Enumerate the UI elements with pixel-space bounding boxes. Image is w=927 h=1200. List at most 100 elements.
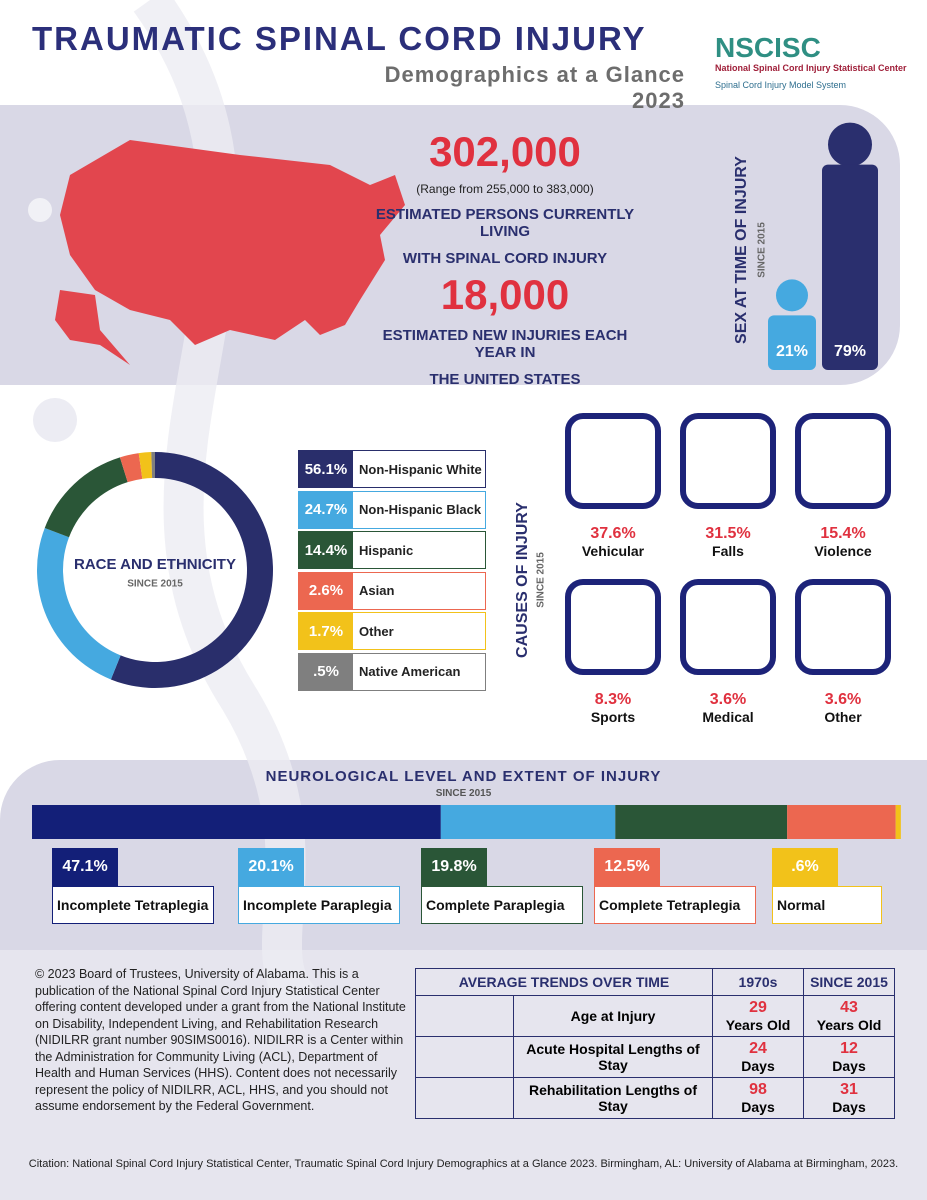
row-label: Age at Injury — [513, 995, 713, 1037]
value: 29 — [749, 999, 767, 1016]
unit: Days — [741, 1099, 775, 1115]
trends-table: AVERAGE TRENDS OVER TIME 1970s SINCE 2015 A… — [415, 968, 895, 1119]
legend-value: 14.4% — [299, 532, 353, 568]
row-label: Rehabilitation Lengths of Stay — [513, 1077, 713, 1119]
sex-label: 79% — [834, 343, 866, 360]
legend-label: Other — [359, 623, 394, 639]
neuro-segment — [787, 805, 896, 839]
value: 24 — [749, 1040, 767, 1057]
cause-value: 8.3% — [594, 691, 632, 708]
copyright: © 2023 Board of Trustees, University of … — [35, 967, 406, 1113]
neuro-item: 20.1% Incomplete Paraplegia — [238, 848, 400, 924]
donut-slice — [138, 452, 153, 479]
race-subtitle: SINCE 2015 — [127, 579, 183, 590]
cause-label: Vehicular — [581, 543, 645, 559]
value: 98 — [749, 1081, 767, 1098]
neuro-bar — [32, 805, 901, 839]
neuro-segment — [895, 805, 901, 839]
label: THE UNITED STATES — [429, 371, 581, 388]
neuro-label: Normal — [772, 886, 882, 924]
citation: Citation: National Spinal Cord Injury St… — [28, 1158, 899, 1170]
cause-label: Sports — [590, 709, 636, 725]
neuro-label: Incomplete Tetraplegia — [52, 886, 214, 924]
neuro-value: 47.1% — [52, 848, 118, 886]
neuro-label: Complete Tetraplegia — [594, 886, 756, 924]
cause: 3.6% Other — [788, 691, 898, 725]
causes-heading: CAUSES OF INJURY SINCE 2015 — [514, 502, 547, 658]
sex-title: SEX AT TIME OF INJURY — [733, 156, 750, 344]
value: 31 — [840, 1081, 858, 1098]
cause-value: 3.6% — [824, 691, 862, 708]
legend-item: .5% Native American — [298, 652, 486, 691]
row-icon — [415, 1036, 514, 1078]
label: ESTIMATED PERSONS CURRENTLY LIVING — [375, 206, 635, 240]
title: TRAUMATIC SPINAL CORD INJURY — [32, 20, 647, 57]
table-row: Rehabilitation Lengths of Stay 98 Days 31 Da… — [415, 1077, 895, 1119]
cause-icon — [680, 413, 776, 509]
value-cell: 29 Years Old — [712, 995, 804, 1037]
neuro-subtitle: SINCE 2015 — [435, 788, 492, 799]
label: WITH SPINAL CORD INJURY — [402, 250, 608, 267]
cause-label: Violence — [814, 543, 872, 559]
unit: Days — [741, 1058, 775, 1074]
legend-item: 56.1% Non-Hispanic White — [298, 450, 486, 488]
neuro-item: .6% Normal — [772, 848, 882, 924]
neuro-label: Incomplete Paraplegia — [238, 886, 400, 924]
value-cell: 31 Days — [803, 1077, 895, 1119]
legend-label: Hispanic — [359, 542, 414, 558]
cause-icon — [795, 579, 891, 675]
unit: Years Old — [725, 1017, 791, 1033]
neuro-value: 20.1% — [238, 848, 304, 886]
cause-value: 37.6% — [590, 525, 636, 542]
logo-tagline: Spinal Cord Injury Model System — [715, 80, 847, 90]
legend-item: 1.7% Other — [298, 612, 486, 650]
header-cell: AVERAGE TRENDS OVER TIME — [415, 968, 713, 996]
figure-head — [776, 279, 808, 312]
race-chart: RACE AND ETHNICITY SINCE 2015 — [36, 452, 274, 688]
neuro-value: .6% — [772, 848, 838, 886]
donut-slice — [36, 527, 121, 680]
donut-slice — [110, 452, 274, 688]
neuro-item: 12.5% Complete Tetraplegia — [594, 848, 756, 924]
neuro-value: 12.5% — [594, 848, 660, 886]
table-row: Age at Injury 29 Years Old 43 Years Old — [415, 995, 895, 1037]
causes-subtitle: SINCE 2015 — [536, 552, 547, 608]
table-header: AVERAGE TRENDS OVER TIME 1970s SINCE 2015 — [415, 968, 895, 996]
legend-label: Asian — [359, 583, 395, 598]
causes-title: CAUSES OF INJURY — [514, 502, 531, 658]
incidence: 18,000 — [440, 271, 570, 318]
legend-value: 56.1% — [299, 451, 353, 487]
cause-icon — [565, 413, 661, 509]
logo: NSCISC — [715, 32, 821, 63]
donut-slice — [44, 457, 128, 538]
legend-value: .5% — [299, 653, 353, 690]
legend-item: 24.7% Non-Hispanic Black — [298, 490, 486, 529]
neuro-segment — [615, 805, 788, 839]
race-title: RACE AND ETHNICITY — [74, 556, 236, 573]
value: 12 — [840, 1040, 858, 1057]
sex-chart: SEX AT TIME OF INJURY SINCE 2015 21% 79% — [733, 122, 878, 370]
neuro-value: 19.8% — [421, 848, 487, 886]
cause: 31.5% Falls — [673, 525, 783, 559]
range: (Range from 255,000 to 383,000) — [416, 182, 594, 196]
table-row: Acute Hospital Lengths of Stay 24 Days 12 Da… — [415, 1036, 895, 1078]
value: 43 — [840, 999, 858, 1016]
neuro-item: 19.8% Complete Paraplegia — [421, 848, 583, 924]
sex-label: 21% — [776, 343, 808, 360]
row-icon — [415, 1077, 514, 1119]
value-cell: 12 Days — [803, 1036, 895, 1078]
cause-label: Other — [824, 709, 862, 725]
legend-item: 2.6% Asian — [298, 571, 486, 610]
cause-value: 31.5% — [705, 525, 751, 542]
cause-icon — [680, 579, 776, 675]
value-cell: 98 Days — [712, 1077, 804, 1119]
value-cell: 24 Days — [712, 1036, 804, 1078]
legend-value: 24.7% — [299, 491, 353, 528]
cause-icon — [565, 579, 661, 675]
sex-subtitle: SINCE 2015 — [757, 222, 768, 278]
label: ESTIMATED NEW INJURIES EACH YEAR IN — [382, 327, 628, 361]
row-label: Acute Hospital Lengths of Stay — [513, 1036, 713, 1078]
subtitle: Demographics at a Glance 2023 — [384, 62, 685, 113]
legend-value: 1.7% — [299, 613, 353, 649]
